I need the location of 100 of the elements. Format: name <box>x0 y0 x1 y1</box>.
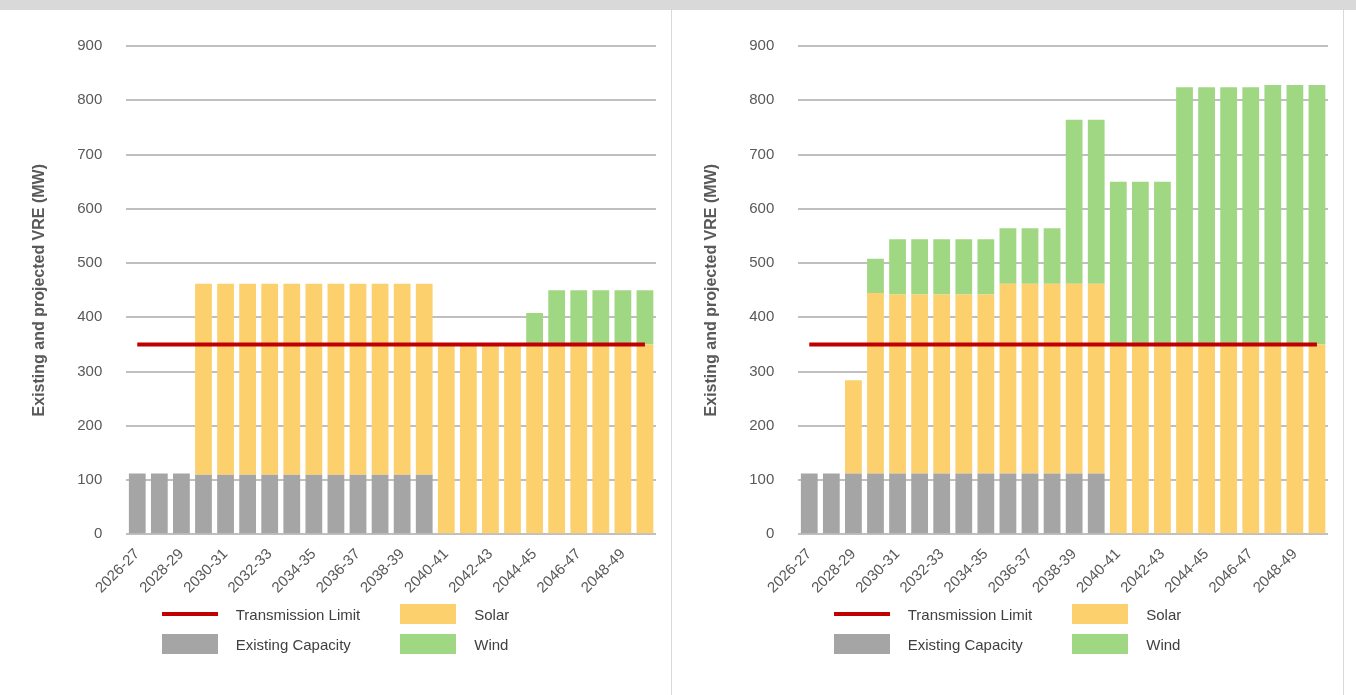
bar <box>128 473 146 534</box>
bar <box>822 473 840 534</box>
bar <box>569 290 587 345</box>
bar <box>999 228 1016 284</box>
bar <box>1021 228 1038 284</box>
y-tick-label: 300 <box>76 361 102 379</box>
bar <box>636 290 653 345</box>
bar <box>932 239 950 295</box>
y-tick-label: 500 <box>76 253 102 271</box>
bar <box>1175 344 1193 534</box>
bar <box>1263 85 1281 345</box>
bar <box>216 474 234 534</box>
bar <box>636 344 653 534</box>
bar <box>954 294 972 474</box>
bar <box>459 344 477 534</box>
bar <box>260 474 278 534</box>
bar <box>1087 283 1105 474</box>
bar <box>304 283 322 475</box>
bar <box>954 473 972 534</box>
y-tick-label: 900 <box>748 36 774 54</box>
bar <box>888 473 906 534</box>
bar <box>614 290 631 345</box>
bar <box>1153 344 1171 534</box>
bar <box>954 239 972 295</box>
bar <box>866 292 884 474</box>
bar <box>304 474 322 534</box>
y-axis-title: Existing and projected VRE (MW) <box>701 163 719 417</box>
bar <box>1308 344 1325 534</box>
legend-label: Transmission Limit <box>907 605 1033 623</box>
bar <box>1241 87 1259 345</box>
bar <box>1241 344 1259 534</box>
bar <box>1065 283 1083 474</box>
y-tick-label: 700 <box>76 144 102 162</box>
y-tick-label: 600 <box>76 198 102 216</box>
bar <box>172 473 190 534</box>
bar <box>481 344 499 534</box>
bar <box>844 380 862 474</box>
y-tick-label: 900 <box>76 36 102 54</box>
bar <box>327 474 344 534</box>
bar <box>844 473 862 534</box>
bar <box>349 474 366 534</box>
bar <box>866 258 884 293</box>
bar <box>800 473 818 534</box>
bar <box>1286 85 1303 345</box>
bar <box>910 294 928 474</box>
y-tick-label: 600 <box>748 198 774 216</box>
bar <box>888 239 906 295</box>
bar <box>1131 181 1149 345</box>
y-tick-label: 100 <box>748 470 774 488</box>
bar <box>591 290 609 345</box>
bar <box>1087 473 1105 534</box>
bar <box>260 283 278 475</box>
bar <box>1286 344 1303 534</box>
bar <box>238 474 256 534</box>
bar <box>1131 344 1149 534</box>
bar <box>437 344 455 534</box>
bar <box>1065 473 1083 534</box>
bar <box>150 473 168 534</box>
bar <box>282 474 300 534</box>
bar <box>1197 87 1215 345</box>
bar <box>1087 119 1105 284</box>
bar <box>1021 473 1038 534</box>
bar <box>1109 181 1127 345</box>
legend-label: Solar <box>1146 605 1182 623</box>
bar <box>1197 344 1215 534</box>
y-axis-title: Existing and projected VRE (MW) <box>29 163 47 417</box>
bar <box>976 473 994 534</box>
y-tick-label: 200 <box>76 415 102 433</box>
legend-label: Transmission Limit <box>235 605 361 623</box>
bar <box>371 283 388 475</box>
bar <box>591 344 609 534</box>
bar <box>1219 87 1237 345</box>
bar <box>1308 85 1325 345</box>
bar <box>393 283 411 475</box>
bar <box>371 474 388 534</box>
bar <box>614 344 631 534</box>
bar <box>547 344 565 534</box>
legend-label: Wind <box>1146 635 1181 653</box>
bar <box>932 473 950 534</box>
bar <box>327 283 344 475</box>
bar <box>238 283 256 475</box>
y-tick-label: 100 <box>76 470 102 488</box>
legend-label: Wind <box>474 635 509 653</box>
legend-label: Solar <box>474 605 510 623</box>
bar <box>1021 283 1038 474</box>
bar <box>976 294 994 474</box>
y-tick-label: 700 <box>748 144 774 162</box>
bar <box>349 283 366 475</box>
bar <box>1153 181 1171 345</box>
bar <box>547 290 565 345</box>
bar <box>888 294 906 474</box>
bar <box>999 283 1016 474</box>
bar <box>415 283 433 475</box>
bar <box>1175 87 1193 345</box>
bar <box>525 344 543 534</box>
legend-label: Existing Capacity <box>907 635 1023 653</box>
bar <box>866 473 884 534</box>
bar <box>1043 283 1060 474</box>
bar <box>999 473 1016 534</box>
bar <box>415 474 433 534</box>
